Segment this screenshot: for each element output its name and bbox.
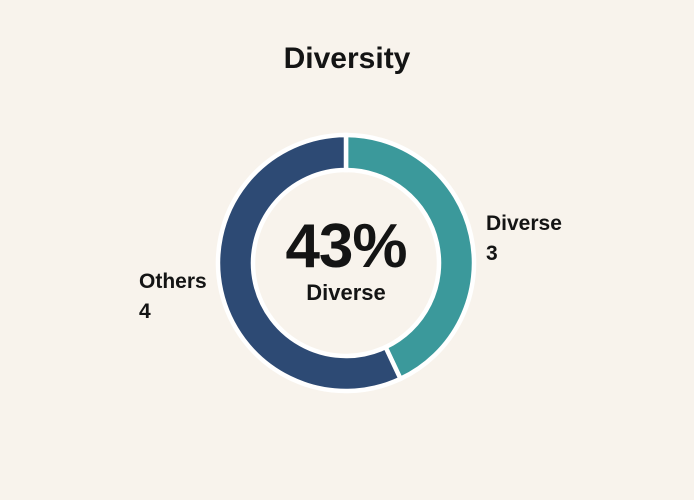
callout-diverse: Diverse 3 [486, 209, 562, 269]
donut-segment-diverse [343, 132, 477, 382]
donut-segment-others [215, 132, 404, 394]
callout-diverse-value: 3 [486, 242, 498, 265]
center-percentage: 43% [285, 212, 407, 281]
callout-others: Others 4 [139, 267, 207, 327]
callout-diverse-label: Diverse [486, 212, 562, 235]
center-label: Diverse [306, 280, 386, 305]
chart-title: Diversity [283, 42, 411, 75]
callout-others-label: Others [139, 270, 207, 293]
donut-center-text: 43% Diverse [236, 216, 456, 308]
callout-others-value: 4 [139, 300, 151, 323]
